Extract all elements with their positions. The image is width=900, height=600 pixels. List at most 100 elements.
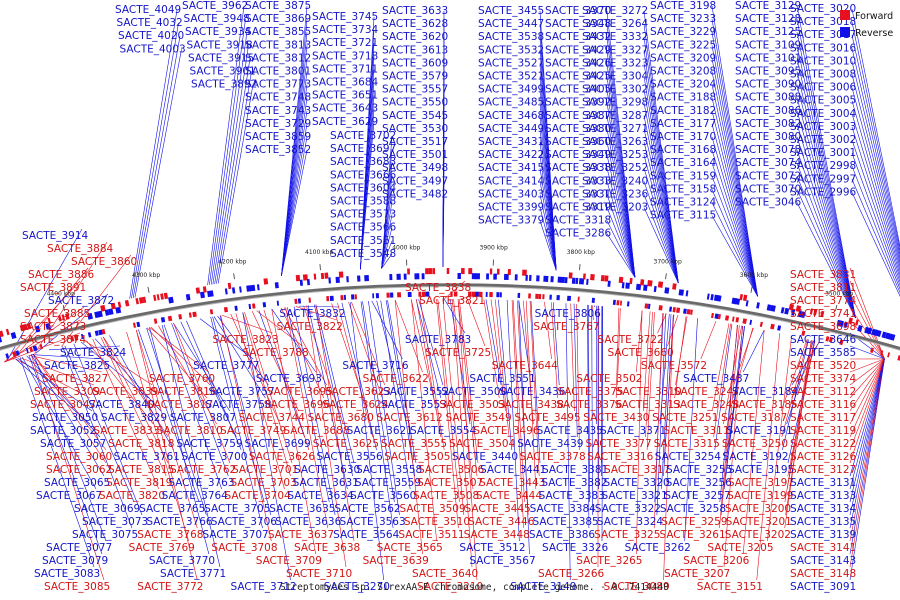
gene-label: SACTE_3768	[137, 529, 203, 541]
gene-label: SACTE_3247	[674, 386, 740, 398]
gene-label: SACTE_3557	[382, 84, 448, 96]
label-connector	[711, 84, 758, 297]
gene-label: SACTE_3702	[330, 130, 396, 142]
gene-label: SACTE_3773	[245, 79, 311, 91]
gene-label: SACTE_3003	[790, 121, 856, 133]
upper-gene-labels: SACTE_4049SACTE_4032SACTE_4020SACTE_4003…	[115, 0, 857, 260]
label-connector	[767, 335, 792, 542]
label-connector	[416, 299, 442, 438]
gene-label: SACTE_3426	[545, 57, 612, 69]
label-connector	[359, 121, 375, 270]
gene-label: SACTE_3504	[449, 438, 516, 450]
label-connector	[643, 194, 679, 284]
label-connector	[458, 298, 479, 464]
label-connector	[381, 227, 393, 269]
gene-label: SACTE_3772	[137, 581, 203, 593]
label-connector	[387, 300, 417, 464]
gene-label: SACTE_3560	[350, 490, 416, 502]
gene-label: SACTE_3548	[330, 248, 396, 260]
label-connector	[348, 302, 383, 399]
label-connector	[349, 302, 385, 581]
gene-label: SACTE_3825	[44, 360, 110, 372]
label-connector	[796, 136, 856, 319]
gene-label: SACTE_3208	[650, 66, 716, 78]
label-connector	[419, 299, 445, 451]
gene-label: SACTE_3253	[582, 149, 648, 161]
label-connector	[13, 267, 89, 360]
label-connector	[64, 345, 135, 503]
gene-label: SACTE_3062	[46, 464, 112, 476]
gene-label: SACTE_3074	[735, 157, 802, 169]
gene-arrow	[167, 315, 173, 322]
label-connector	[849, 280, 885, 360]
label-connector	[711, 176, 758, 297]
gene-arrow	[47, 317, 52, 325]
label-connector	[258, 310, 305, 438]
gene-label: SACTE_2997	[790, 173, 856, 185]
label-connector	[368, 301, 400, 516]
gene-arrow	[756, 302, 760, 309]
gene-label: SACTE_3088	[735, 92, 801, 104]
gene-label: SACTE_3774	[790, 295, 857, 307]
label-connector	[62, 346, 133, 529]
gene-label: SACTE_3815	[108, 464, 174, 476]
gene-label: SACTE_3748	[245, 92, 311, 104]
gene-label: SACTE_3683	[330, 156, 396, 168]
label-connector	[849, 358, 885, 568]
gene-label: SACTE_3377	[585, 438, 651, 450]
gene-label: SACTE_3643	[312, 103, 378, 115]
gene-label: SACTE_3501	[382, 149, 448, 161]
gene-label: SACTE_3572	[641, 360, 707, 372]
gene-label: SACTE_3506	[418, 464, 485, 476]
label-connector	[643, 89, 679, 284]
gene-label: SACTE_3233	[650, 13, 716, 25]
gene-label: SACTE_3688	[283, 425, 349, 437]
label-connector	[784, 340, 812, 503]
label-connector	[92, 339, 160, 490]
label-connector	[171, 323, 229, 477]
gene-arrow	[635, 283, 642, 291]
label-connector	[588, 304, 590, 503]
gene-arrow	[108, 308, 114, 316]
gene-arrow	[100, 304, 106, 312]
tick-label: 4400 kbp	[47, 290, 75, 297]
gene-label: SACTE_3376	[556, 399, 623, 411]
gene-arrow	[742, 318, 747, 324]
gene-label: SACTE_3636	[275, 516, 342, 528]
gene-label: SACTE_3195	[728, 464, 794, 476]
gene-label: SACTE_3806	[535, 308, 602, 320]
gene-arrow	[192, 311, 197, 318]
gene-label: SACTE_3562	[334, 503, 400, 515]
gene-label: SACTE_3135	[790, 516, 856, 528]
gene-label: SACTE_3360	[545, 136, 611, 148]
gene-label: SACTE_3315	[654, 438, 720, 450]
label-connector	[103, 336, 169, 438]
label-connector	[851, 100, 900, 273]
gene-label: SACTE_3287	[582, 110, 648, 122]
gene-arrow	[784, 307, 790, 315]
gene-arrow	[110, 302, 116, 310]
gene-label: SACTE_3370	[545, 5, 611, 17]
label-connector	[661, 314, 672, 490]
label-connector	[643, 181, 679, 284]
label-connector	[796, 189, 856, 319]
gene-label: SACTE_3712	[231, 581, 297, 593]
gene-arrow	[10, 332, 17, 340]
gene-label: SACTE_3697	[330, 143, 396, 155]
label-connector	[643, 155, 679, 284]
label-connector	[381, 201, 393, 269]
gene-label: SACTE_3783	[405, 334, 471, 346]
tick-label: 3500 kbp	[825, 290, 853, 297]
gene-label: SACTE_3319	[545, 202, 611, 214]
tick-label: 4000 kbp	[392, 245, 420, 252]
label-connector	[315, 304, 355, 542]
gene-arrow	[45, 322, 52, 330]
label-connector	[592, 305, 594, 321]
gene-label: SACTE_3707	[203, 529, 269, 541]
gene-label: SACTE_3229	[650, 26, 716, 38]
label-connector	[606, 155, 636, 278]
gene-arrow	[160, 316, 166, 323]
label-connector	[796, 150, 856, 319]
gene-label: SACTE_3729	[245, 118, 311, 130]
gene-label: SACTE_3839	[92, 386, 158, 398]
